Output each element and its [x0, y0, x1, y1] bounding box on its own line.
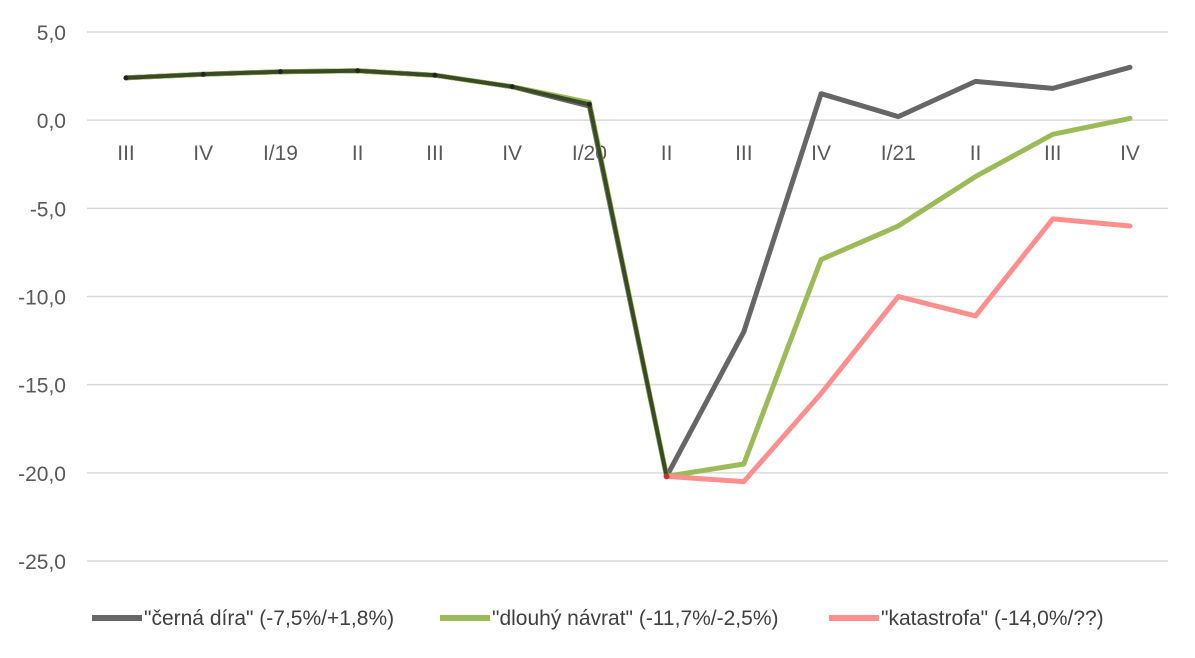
data-point: [432, 72, 438, 78]
data-point: [123, 75, 129, 81]
x-tick-label: III: [735, 142, 753, 165]
series-line-1: [123, 64, 1133, 479]
y-tick-label: 5,0: [37, 22, 66, 45]
series-line-2: [123, 68, 1133, 479]
y-tick-label: -5,0: [30, 198, 66, 221]
legend-label-3: "katastrofa" (-14,0%/??): [881, 607, 1104, 630]
x-tick-label: II: [661, 142, 673, 165]
data-point: [663, 473, 670, 480]
data-point: [200, 71, 206, 77]
x-tick-label: I/19: [263, 142, 298, 165]
y-tick-label: -10,0: [18, 287, 66, 310]
series-lines: [123, 64, 1133, 485]
legend-label-1: "černá díra" (-7,5%/+1,8%): [144, 607, 394, 630]
data-point: [509, 84, 515, 90]
gridlines: [87, 31, 1168, 562]
y-tick-label: -20,0: [18, 463, 66, 486]
shared-history-line: [124, 68, 669, 479]
x-tick-label: I/21: [881, 142, 916, 165]
y-axis-tick-labels: 5,0 0,0 -5,0 -10,0 -15,0 -20,0 -25,0: [18, 22, 66, 574]
x-axis-tick-labels: III IV I/19 II III IV I/20 II III IV I/21 II III IV: [117, 142, 1140, 165]
x-tick-label: II: [352, 142, 364, 165]
x-tick-label: IV: [502, 142, 522, 165]
series-line-3: [664, 216, 1133, 485]
x-tick-label: IV: [193, 142, 213, 165]
y-tick-label: -25,0: [18, 551, 66, 574]
x-tick-label: III: [426, 142, 444, 165]
data-point: [355, 68, 361, 74]
y-tick-label: -15,0: [18, 375, 66, 398]
data-point: [277, 69, 283, 75]
x-tick-label: III: [1044, 142, 1062, 165]
y-tick-label: 0,0: [37, 110, 66, 133]
x-tick-label: IV: [1120, 142, 1140, 165]
x-tick-label: II: [970, 142, 982, 165]
legend: "černá díra" (-7,5%/+1,8%) "dlouhý návrat…: [92, 607, 1104, 630]
legend-label-2: "dlouhý návrat" (-11,7%/-2,5%): [492, 607, 778, 630]
data-point: [586, 101, 592, 107]
x-tick-label: IV: [811, 142, 831, 165]
x-tick-label: III: [117, 142, 135, 165]
